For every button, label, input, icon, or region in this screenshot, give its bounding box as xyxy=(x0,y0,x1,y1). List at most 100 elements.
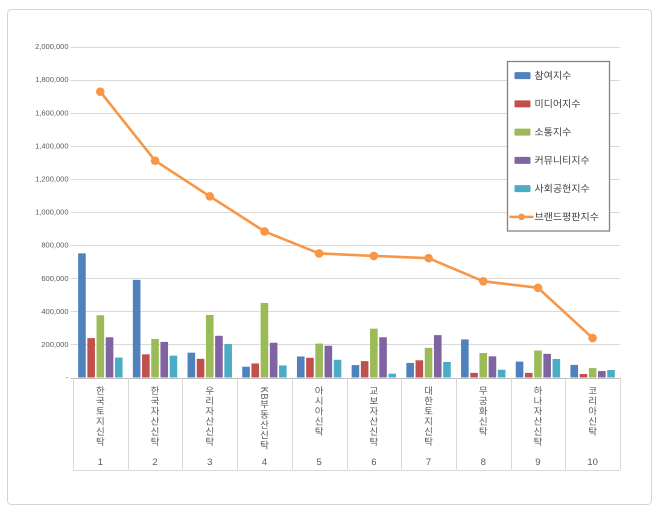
line-marker-korea-land-trust xyxy=(96,87,105,96)
bar-communication-index-asia-trust xyxy=(315,343,323,378)
bar-media-index-korea-land-trust xyxy=(87,338,95,378)
bar-communication-index-korea-land-trust xyxy=(96,315,105,378)
bar-participation-index-daehan-land-trust xyxy=(406,362,414,378)
bar-social-contribution-index-korea-trust xyxy=(607,370,615,378)
bar-community-index-korea-trust xyxy=(598,371,606,378)
bar-participation-index-korea-trust xyxy=(570,364,579,378)
bar-communication-index-mugunghwa-trust xyxy=(479,353,488,378)
bar-social-contribution-index-kyobo-asset-trust xyxy=(388,373,397,378)
bar-social-contribution-index-woori-asset-trust xyxy=(224,344,232,378)
legend-item-communication-index xyxy=(514,127,571,137)
bar-participation-index-kb-real-estate-trust xyxy=(242,366,250,378)
bar-communication-index-korea-asset-trust xyxy=(151,338,159,378)
bar-communication-index-woori-asset-trust xyxy=(205,314,214,378)
bar-community-index-kb-real-estate-trust xyxy=(269,342,278,378)
bar-community-index-daehan-land-trust xyxy=(433,335,442,378)
y-axis-tick-label: 1,800,000 xyxy=(35,75,68,84)
legend-item-social-contribution-index xyxy=(514,183,590,193)
bar-media-index-mugunghwa-trust xyxy=(470,372,478,378)
bar-series-media-index xyxy=(87,338,588,378)
bar-social-contribution-index-asia-trust xyxy=(333,359,342,378)
bar-community-index-asia-trust xyxy=(324,345,333,378)
bar-social-contribution-index-mugunghwa-trust xyxy=(497,369,506,378)
bar-community-index-korea-asset-trust xyxy=(160,341,169,378)
legend-swatch-media-index xyxy=(514,100,531,108)
y-axis-tick-label: 600,000 xyxy=(41,274,68,283)
bar-media-index-korea-asset-trust xyxy=(142,354,150,378)
bar-media-index-kb-real-estate-trust xyxy=(251,363,260,378)
bar-social-contribution-index-kb-real-estate-trust xyxy=(279,365,287,378)
line-marker-korea-trust xyxy=(588,333,597,343)
y-axis-labels: - 200,000 400,000 600,000 800,000 1,000,000 1,… xyxy=(35,42,69,382)
bar-series-social-contribution-index xyxy=(114,344,615,378)
line-marker-hana-asset-trust xyxy=(533,283,543,293)
bar-community-index-woori-asset-trust xyxy=(215,335,223,378)
y-axis-tick-label: 2,000,000 xyxy=(35,42,68,51)
bar-social-contribution-index-daehan-land-trust xyxy=(443,361,451,378)
bar-participation-index-kyobo-asset-trust xyxy=(351,365,360,378)
bar-media-index-asia-trust xyxy=(306,357,314,378)
bar-community-index-korea-land-trust xyxy=(105,337,114,378)
chart-outer-frame xyxy=(7,9,652,505)
bar-social-contribution-index-korea-land-trust xyxy=(114,357,123,378)
bar-series-communication-index xyxy=(96,303,597,378)
bar-participation-index-mugunghwa-trust xyxy=(461,339,469,378)
category-rank-label: 3 xyxy=(207,457,212,468)
legend xyxy=(506,60,611,232)
brand-reputation-line xyxy=(99,90,594,340)
bar-participation-index-korea-asset-trust xyxy=(132,279,141,378)
bar-social-contribution-index-hana-asset-trust xyxy=(552,358,561,378)
y-axis-tick-label: 400,000 xyxy=(41,307,68,316)
bar-media-index-woori-asset-trust xyxy=(196,358,205,378)
category-rank-label: 10 xyxy=(587,457,598,468)
category-rank-label: 9 xyxy=(535,457,540,468)
category-rank-label: 5 xyxy=(317,457,322,468)
category-rank-label: 2 xyxy=(152,457,157,468)
legend-item-participation-index xyxy=(514,70,571,80)
bar-media-index-kyobo-asset-trust xyxy=(360,361,369,378)
category-rank-label: 1 xyxy=(98,457,103,468)
bar-media-index-daehan-land-trust xyxy=(415,360,424,378)
bar-community-index-kyobo-asset-trust xyxy=(379,337,387,378)
legend-swatch-participation-index xyxy=(514,72,531,80)
bar-communication-index-kyobo-asset-trust xyxy=(370,328,378,378)
bar-participation-index-korea-land-trust xyxy=(78,253,86,378)
legend-swatch-communication-index xyxy=(514,128,531,136)
legend-box xyxy=(506,60,611,232)
legend-item-media-index xyxy=(514,99,580,109)
bar-community-index-mugunghwa-trust xyxy=(488,356,497,378)
y-axis-tick-label: 800,000 xyxy=(41,241,68,250)
bar-communication-index-hana-asset-trust xyxy=(534,350,542,378)
y-axis-tick-label: - xyxy=(66,373,69,382)
category-rank-label: 8 xyxy=(481,457,486,468)
y-axis-tick-label: 200,000 xyxy=(41,340,68,349)
line-marker-mugunghwa-trust xyxy=(479,277,488,286)
y-axis-tick-label: 1,200,000 xyxy=(35,175,68,184)
bar-series-community-index xyxy=(105,335,606,378)
y-axis-tick-label: 1,400,000 xyxy=(35,141,68,150)
line-marker-kb-real-estate-trust xyxy=(260,227,269,236)
legend-swatch-community-index xyxy=(514,156,531,164)
bar-media-index-korea-trust xyxy=(579,374,588,378)
bar-social-contribution-index-korea-asset-trust xyxy=(169,355,178,378)
y-axis-tick-label: 1,000,000 xyxy=(35,208,68,217)
bar-communication-index-daehan-land-trust xyxy=(424,347,433,378)
line-marker-korea-asset-trust xyxy=(150,156,160,165)
legend-swatch-social-contribution-index xyxy=(514,185,531,193)
y-axis-tick-label: 1,600,000 xyxy=(35,108,68,117)
line-marker-woori-asset-trust xyxy=(205,192,215,201)
bar-communication-index-kb-real-estate-trust xyxy=(260,303,269,378)
line-series-brand-reputation-index xyxy=(96,87,597,343)
line-marker-kyobo-asset-trust xyxy=(369,251,379,261)
bar-series-participation-index xyxy=(78,253,579,378)
bar-media-index-hana-asset-trust xyxy=(524,372,533,378)
category-rank-label: 4 xyxy=(262,457,267,468)
bar-participation-index-woori-asset-trust xyxy=(187,352,196,378)
bar-participation-index-asia-trust xyxy=(296,356,305,378)
legend-item-community-index xyxy=(514,155,590,165)
bar-community-index-hana-asset-trust xyxy=(543,353,551,378)
category-rank-label: 6 xyxy=(371,457,376,468)
bar-communication-index-korea-trust xyxy=(588,368,597,378)
line-marker-asia-trust xyxy=(314,249,324,258)
